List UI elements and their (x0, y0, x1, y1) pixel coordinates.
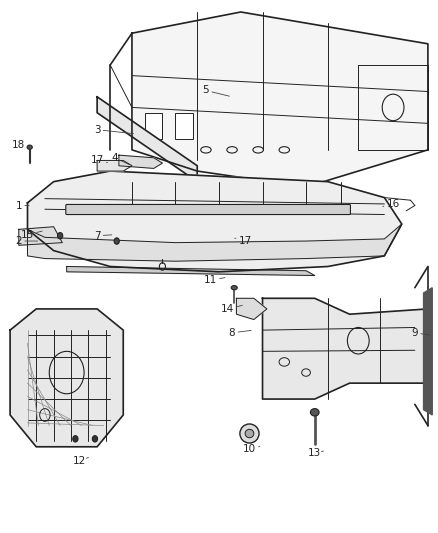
Ellipse shape (245, 429, 254, 438)
Ellipse shape (73, 435, 78, 442)
Text: 11: 11 (204, 275, 225, 285)
Polygon shape (28, 171, 402, 272)
Polygon shape (119, 155, 162, 168)
Text: 17: 17 (235, 236, 252, 246)
FancyBboxPatch shape (66, 205, 350, 215)
Polygon shape (67, 266, 315, 276)
Text: 9: 9 (412, 328, 430, 338)
Text: 13: 13 (308, 448, 323, 458)
Text: 1: 1 (15, 200, 29, 211)
Text: 10: 10 (243, 445, 260, 455)
Ellipse shape (27, 145, 32, 149)
Text: 8: 8 (229, 328, 251, 338)
Ellipse shape (240, 424, 259, 443)
Polygon shape (132, 12, 428, 187)
Text: 17: 17 (91, 156, 107, 165)
Text: 12: 12 (73, 456, 88, 466)
Text: 4: 4 (111, 153, 129, 165)
Ellipse shape (57, 232, 63, 239)
Text: 3: 3 (94, 125, 134, 135)
Polygon shape (424, 288, 432, 415)
Bar (176, 113, 193, 139)
Polygon shape (262, 298, 428, 399)
Text: 5: 5 (203, 85, 230, 96)
Polygon shape (10, 309, 123, 447)
Ellipse shape (114, 238, 119, 244)
Polygon shape (19, 227, 62, 245)
Text: 15: 15 (21, 230, 42, 240)
Text: 7: 7 (94, 231, 112, 241)
Ellipse shape (92, 435, 98, 442)
Bar (145, 113, 162, 139)
Text: 2: 2 (15, 236, 38, 246)
Text: 14: 14 (221, 304, 242, 314)
Polygon shape (97, 97, 197, 182)
Ellipse shape (311, 409, 319, 416)
Polygon shape (28, 224, 402, 261)
Polygon shape (237, 298, 267, 319)
Text: 16: 16 (383, 199, 400, 209)
Text: 18: 18 (12, 140, 30, 150)
Ellipse shape (231, 286, 237, 290)
Polygon shape (97, 160, 132, 171)
